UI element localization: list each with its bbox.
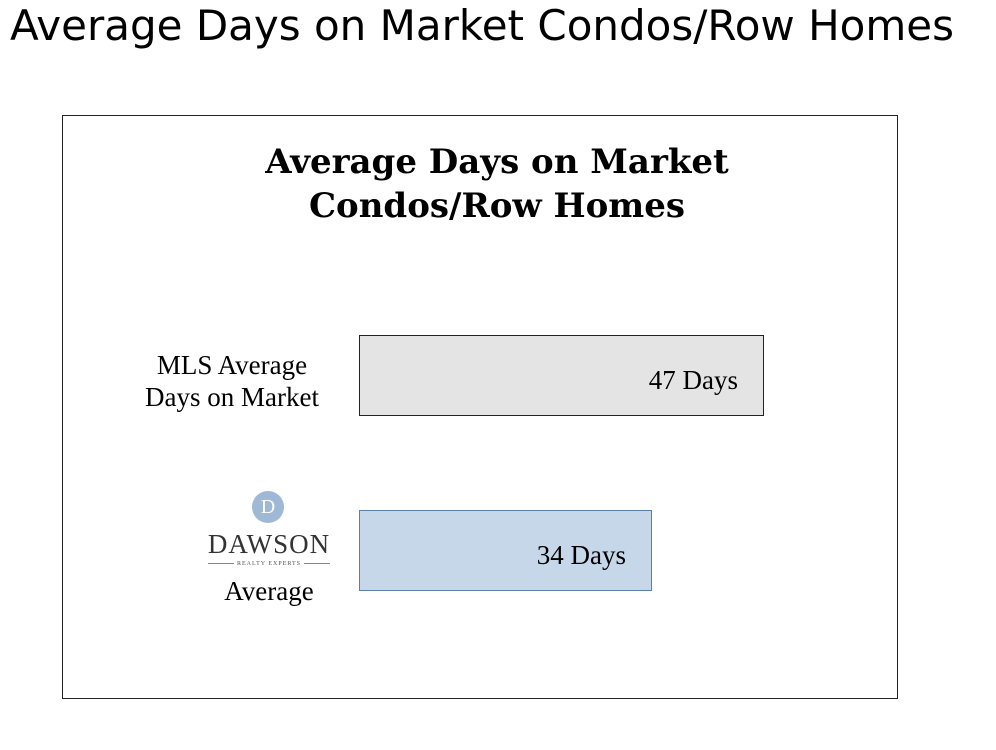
bar-dawson-average [359,510,652,591]
chart-frame [62,115,898,699]
bar-mls-average [359,335,764,416]
chart-title: Average Days on Market Condos/Row Homes [62,140,932,228]
bar-label-mls-average: 47 Days [648,364,738,395]
dawson-monogram-letter: D [260,496,276,518]
category-label-mls-line-1: MLS Average [156,350,308,380]
category-label-mls: MLS Average Days on Market [124,349,340,413]
dawson-logo-name: DAWSON [207,529,331,559]
dawson-logo: D DAWSON REALTY EXPERTS [198,491,340,571]
slide-title: Average Days on Market Condos/Row Homes [10,1,955,50]
bar-label-dawson-average: 34 Days [536,539,626,570]
chart-title-line-1: Average Days on Market [265,142,729,182]
dawson-monogram-icon: D [252,491,284,523]
chart-title-line-2: Condos/Row Homes [308,186,686,226]
category-label-dawson: Average [224,576,314,606]
category-label-mls-line-2: Days on Market [145,382,319,412]
dawson-logo-tagline: REALTY EXPERTS [198,560,340,568]
